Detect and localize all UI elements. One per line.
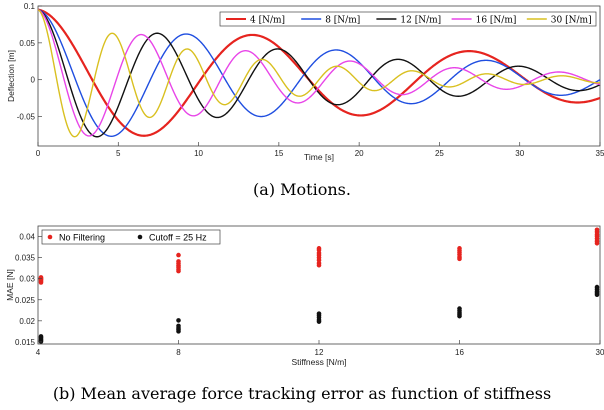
motions-series-line [37, 9, 600, 138]
mae-x-axis-label: Stiffness [N/m] [291, 357, 346, 367]
motions-series-line [37, 9, 601, 137]
mae-x-tick-label: 16 [455, 348, 464, 357]
mae-point [594, 284, 600, 290]
mae-y-tick-label: 0.015 [15, 338, 36, 347]
mae-x-tick-label: 4 [36, 348, 41, 357]
motions-x-tick-label: 20 [355, 149, 364, 158]
motions-y-tick-label: 0.05 [19, 39, 35, 48]
mae-point [176, 323, 181, 329]
mae-ticks: 4 8 12 16 30 0.04 0.035 0.03 0.025 0.02 0.015 [15, 233, 604, 357]
mae-point [457, 306, 462, 311]
motions-x-tick-label: 10 [194, 149, 203, 158]
mae-point [316, 311, 322, 316]
motions-x-tick-label: 35 [596, 149, 604, 158]
motions-y-tick-label: -0.05 [17, 113, 36, 122]
motions-y-axis-label: Deflection [m] [6, 50, 16, 102]
mae-legend-marker [47, 234, 53, 240]
mae-y-tick-label: 0.035 [15, 254, 36, 263]
motions-y-tick-label: 0.1 [24, 2, 36, 11]
motions-y-tick-label: 0 [31, 76, 36, 85]
motions-legend-label: 4 [N/m] [250, 16, 285, 26]
motions-legend: 4 [N/m] 8 [N/m] 12 [N/m] 16 [N/m] 30 [N/m] [219, 11, 597, 27]
mae-x-tick-label: 12 [315, 348, 324, 357]
mae-legend-marker [137, 234, 143, 240]
mae-legend-label: No Filtering [59, 233, 105, 243]
mae-plot-area [37, 225, 601, 345]
mae-point [176, 259, 181, 264]
mae-legend: No Filtering Cutoff = 25 Hz [41, 229, 221, 245]
motions-x-axis-label: Time [s] [304, 152, 334, 162]
motions-legend-label: 12 [N/m] [400, 16, 441, 26]
mae-y-tick-label: 0.02 [19, 317, 35, 326]
motions-x-tick-label: 25 [435, 149, 444, 158]
mae-point [316, 246, 322, 251]
mae-point [594, 227, 600, 233]
mae-x-tick-label: 30 [596, 348, 604, 357]
mae-point [38, 334, 44, 339]
mae-y-tick-label: 0.025 [15, 296, 36, 305]
motions-x-tick-label: 5 [116, 149, 121, 158]
caption-b: (b) Mean average force tracking error as… [52, 384, 552, 403]
motions-plot-area [37, 5, 601, 147]
mae-point [176, 318, 181, 323]
motions-legend-label: 8 [N/m] [325, 16, 360, 26]
mae-points-group [38, 227, 600, 344]
motions-series-line [37, 8, 601, 137]
motions-series-line [37, 9, 601, 138]
mae-legend-box [41, 229, 221, 245]
mae-x-tick-label: 8 [176, 348, 181, 357]
mae-chart: 4 8 12 16 30 0.04 0.035 0.03 0.025 0.02 0.015 Stif… [5, 225, 604, 367]
motions-legend-label: 30 [N/m] [551, 16, 592, 26]
mae-y-tick-label: 0.03 [19, 275, 35, 284]
motions-x-tick-label: 30 [515, 149, 524, 158]
mae-point [176, 252, 181, 258]
mae-legend-label: Cutoff = 25 Hz [149, 233, 207, 243]
caption-a: (a) Motions. [253, 180, 351, 199]
motions-legend-box [219, 11, 597, 27]
motions-series-line [37, 9, 601, 137]
mae-point [457, 246, 462, 251]
motions-x-tick-label: 0 [36, 149, 41, 158]
mae-y-tick-label: 0.04 [19, 233, 35, 242]
motions-chart: 0 5 10 15 20 25 30 35 0.1 0.05 0 -0.05 Time [s] Def… [6, 2, 604, 162]
motions-legend-label: 16 [N/m] [476, 16, 517, 26]
mae-y-axis-label: MAE [N] [5, 269, 15, 301]
motions-ticks: 0 5 10 15 20 25 30 35 0.1 0.05 0 -0.05 [17, 2, 604, 158]
motions-series-group [37, 8, 601, 138]
motions-x-tick-label: 15 [274, 149, 283, 158]
